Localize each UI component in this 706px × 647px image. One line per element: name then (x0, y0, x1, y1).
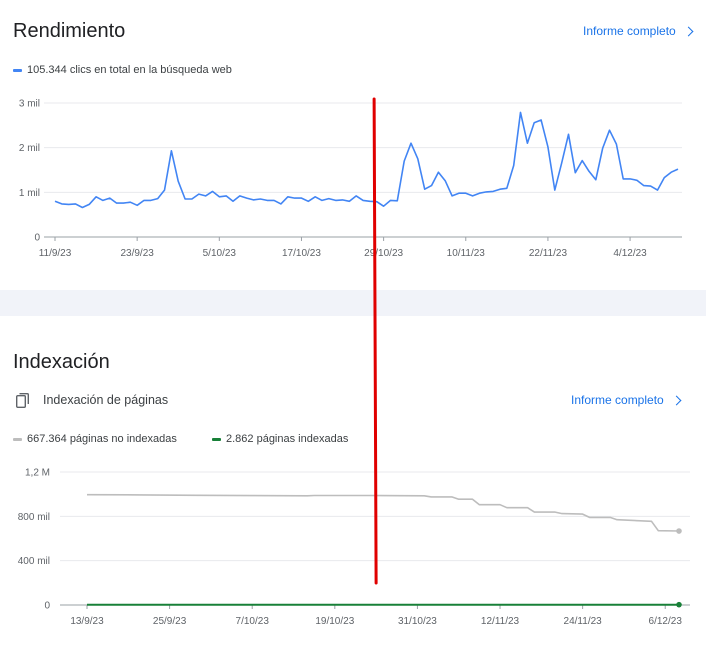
x-tick-label: 22/11/23 (529, 248, 568, 259)
indexing-title: Indexación (13, 351, 110, 373)
indexed-end-point (676, 601, 682, 608)
indexing-chart: 0 400 mil 800 mil 1,2 M 13/9/23 25/9/23 7/10/2… (18, 468, 690, 627)
x-tick-label: 17/10/23 (282, 248, 321, 259)
y-tick-label: 3 mil (19, 99, 40, 110)
x-tick-label: 24/11/23 (564, 616, 603, 627)
indexed-legend[interactable]: 2.862 páginas indexadas (212, 433, 348, 445)
indexing-report-link[interactable]: Informe completo (571, 393, 682, 407)
y-tick-label: 1 mil (19, 188, 40, 199)
x-tick-label: 29/10/23 (364, 248, 403, 259)
x-tick-label: 5/10/23 (203, 248, 237, 259)
y-tick-label: 400 mil (18, 556, 50, 567)
y-tick-label: 2 mil (19, 143, 40, 154)
x-tick-label: 6/12/23 (649, 616, 683, 627)
y-tick-label: 800 mil (18, 512, 50, 523)
indexed-legend-swatch (212, 437, 221, 441)
performance-report-link-label: Informe completo (583, 24, 676, 38)
x-tick-label: 4/12/23 (613, 248, 647, 259)
section-divider (0, 290, 706, 316)
y-tick-label: 1,2 M (25, 468, 50, 479)
clicks-legend-swatch (13, 68, 22, 72)
x-tick-label: 7/10/23 (236, 616, 270, 627)
clicks-legend[interactable]: 105.344 clics en total en la búsqueda we… (13, 64, 232, 76)
not-indexed-series-line (86, 493, 680, 532)
indexing-subtitle: Indexación de páginas (43, 393, 169, 407)
not-indexed-legend[interactable]: 667.364 páginas no indexadas (13, 433, 177, 445)
x-tick-label: 19/10/23 (315, 616, 354, 627)
indexing-card: Indexación Indexación de páginas Informe… (0, 316, 706, 647)
x-tick-label: 31/10/23 (398, 616, 437, 627)
performance-title: Rendimiento (13, 20, 126, 42)
not-indexed-end-point (676, 528, 682, 534)
x-tick-label: 12/11/23 (481, 616, 520, 627)
x-tick-label: 10/11/23 (447, 248, 486, 259)
indexing-report-link-label: Informe completo (571, 393, 664, 407)
not-indexed-legend-label: 667.364 páginas no indexadas (27, 433, 177, 445)
performance-chart: 0 1 mil 2 mil 3 mil 11/9/23 23/9/23 5/10/23 17/… (19, 99, 682, 259)
not-indexed-legend-swatch (13, 437, 22, 441)
performance-report-link[interactable]: Informe completo (583, 24, 694, 38)
x-tick-label: 13/9/23 (70, 616, 104, 627)
clicks-series-line (54, 111, 679, 209)
performance-card: Rendimiento Informe completo 105.344 cli… (0, 0, 706, 290)
y-tick-label: 0 (34, 233, 40, 244)
clicks-legend-label: 105.344 clics en total en la búsqueda we… (27, 64, 232, 76)
copy-pages-icon (16, 393, 29, 408)
x-tick-label: 11/9/23 (39, 248, 72, 259)
y-tick-label: 0 (44, 601, 50, 612)
indexed-legend-label: 2.862 páginas indexadas (226, 433, 349, 445)
x-tick-label: 23/9/23 (120, 248, 154, 259)
x-tick-label: 25/9/23 (153, 616, 187, 627)
